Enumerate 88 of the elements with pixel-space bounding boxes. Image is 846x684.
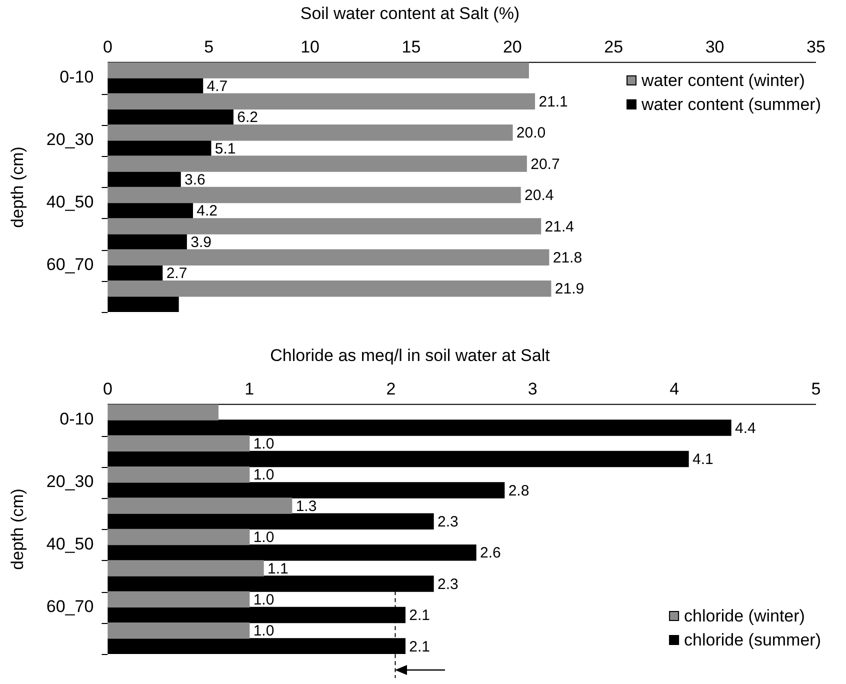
- legend-label: chloride (winter): [684, 606, 805, 626]
- bar: [108, 296, 179, 312]
- data-label: 2.1: [409, 607, 430, 624]
- data-label: 20.0: [516, 124, 546, 142]
- data-label: 2.3: [438, 576, 458, 593]
- x-tick-label: 1: [244, 380, 254, 399]
- data-label: 1.3: [296, 498, 317, 515]
- y-tick-label: 40_50: [46, 534, 94, 554]
- bar: [108, 544, 476, 561]
- data-label: 21.1: [538, 94, 568, 111]
- y-tick-label: 0-10: [60, 68, 94, 87]
- y-tick-label: 60_70: [46, 596, 94, 616]
- bar: [108, 435, 250, 452]
- bar: [108, 420, 732, 436]
- x-tick-label: 35: [806, 38, 826, 57]
- data-label: 20.4: [524, 187, 554, 204]
- data-label: 4.7: [206, 78, 228, 95]
- x-tick-label: 5: [811, 380, 821, 399]
- bar: [108, 218, 542, 234]
- bar: [108, 560, 264, 576]
- bar: [108, 78, 204, 94]
- legend-label: water content (winter): [640, 71, 805, 90]
- data-label: 5.1: [214, 140, 236, 158]
- data-label: 4.4: [735, 420, 756, 437]
- data-label: 6.2: [237, 109, 258, 126]
- data-label: 2.1: [409, 638, 430, 656]
- y-axis-title: depth (cm): [8, 146, 27, 228]
- bar: [108, 591, 250, 608]
- bar: [108, 140, 212, 156]
- bar: [108, 156, 527, 172]
- x-tick-label: 5: [204, 38, 214, 57]
- x-tick-label: 0: [102, 38, 112, 57]
- x-tick-label: 3: [528, 380, 538, 399]
- x-tick-label: 20: [502, 38, 522, 57]
- data-label: 2.7: [166, 265, 188, 282]
- bar: [108, 622, 250, 639]
- data-label: 2.8: [508, 482, 530, 500]
- x-tick-label: 10: [300, 38, 320, 57]
- bar: [108, 249, 550, 266]
- bar: [108, 234, 187, 250]
- data-label: 2.6: [480, 544, 501, 562]
- bar: [108, 62, 529, 78]
- bar: [108, 93, 536, 110]
- data-label: 21.8: [552, 250, 582, 267]
- x-tick-label: 25: [604, 38, 624, 57]
- bar: [108, 404, 218, 420]
- y-axis-title: depth (cm): [8, 488, 27, 570]
- bar: [108, 528, 250, 546]
- y-tick-label: 20_30: [46, 472, 94, 492]
- x-tick-label: 4: [670, 380, 680, 399]
- bar: [108, 171, 181, 188]
- data-label: 1.0: [253, 529, 274, 546]
- data-label: 1.1: [268, 560, 288, 578]
- bar: [108, 450, 689, 468]
- bar: [108, 498, 292, 514]
- data-label: 2.3: [438, 514, 458, 531]
- data-label: 3.9: [190, 234, 212, 251]
- data-label: 1.0: [253, 622, 274, 640]
- data-label: 21.4: [544, 218, 574, 236]
- bar: [108, 513, 434, 530]
- y-tick-label: 0-10: [60, 410, 94, 429]
- bar: [108, 466, 250, 483]
- data-label: 21.9: [554, 280, 584, 298]
- chart-title: Chloride as meq/l in soil water at Salt: [270, 346, 550, 365]
- data-label: 20.7: [530, 156, 560, 173]
- data-label: 1.0: [253, 436, 274, 453]
- bar: [108, 186, 521, 204]
- x-tick-label: 30: [705, 38, 724, 57]
- data-label: 4.1: [692, 451, 714, 468]
- x-tick-label: 2: [386, 380, 396, 399]
- bar: [108, 124, 513, 141]
- data-label: 1.0: [253, 466, 274, 484]
- x-tick-label: 15: [402, 38, 421, 57]
- data-label: 3.6: [184, 172, 206, 189]
- chart-title: Soil water content at Salt (%): [300, 4, 520, 23]
- legend-label: water content (summer): [640, 95, 822, 114]
- bar: [108, 108, 234, 126]
- y-tick-label: 40_50: [46, 192, 94, 212]
- bar: [108, 202, 193, 219]
- bar: [108, 280, 552, 297]
- bar: [108, 482, 505, 498]
- data-label: 1.0: [253, 592, 274, 609]
- x-tick-label: 0: [102, 380, 112, 399]
- legend-label: chloride (summer): [684, 630, 822, 650]
- data-label: 4.2: [196, 202, 218, 220]
- y-tick-label: 60_70: [46, 254, 94, 274]
- bar: [108, 264, 163, 282]
- y-tick-label: 20_30: [46, 130, 94, 150]
